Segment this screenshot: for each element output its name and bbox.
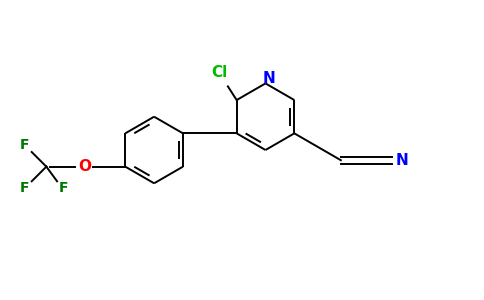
Text: Cl: Cl	[211, 65, 227, 80]
Text: F: F	[20, 138, 30, 152]
Text: F: F	[59, 181, 69, 195]
Text: N: N	[395, 153, 408, 168]
Text: O: O	[78, 159, 91, 174]
Text: F: F	[20, 181, 30, 195]
Text: N: N	[263, 71, 276, 86]
